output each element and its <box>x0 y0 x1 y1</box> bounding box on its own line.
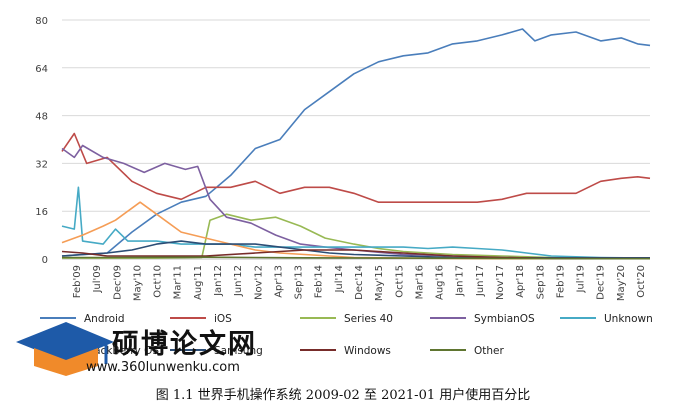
x-tick-label: Feb'19 <box>555 265 566 298</box>
legend-label-blackberry-os: BlackBerry OS <box>84 345 159 357</box>
legend-label-series-40: Series 40 <box>344 313 393 325</box>
series-line-other <box>62 256 650 260</box>
x-tick-label: Nov'17 <box>495 265 506 300</box>
y-axis-ticks: 0 16 32 48 64 80 <box>35 16 48 266</box>
x-tick-label: Apr'13 <box>273 265 284 298</box>
x-tick-label: Aug'11 <box>193 265 204 300</box>
x-tick-label: Oct'10 <box>153 265 164 298</box>
x-tick-label: Mar'16 <box>414 265 425 299</box>
x-tick-label: Nov'12 <box>253 265 264 300</box>
watermark-url: www.360lunwenku.com <box>86 360 240 375</box>
series-line-unknown <box>61 186 651 259</box>
y-tick-label: 48 <box>35 112 48 123</box>
x-tick-label: Jan'12 <box>213 265 224 297</box>
grid-lines <box>62 19 650 260</box>
figure-caption: 图 1.1 世界手机操作系统 2009-02 至 2021-01 用户使用百分比 <box>155 388 531 403</box>
x-tick-label: Jan'17 <box>455 265 466 297</box>
x-tick-label: Dec'09 <box>112 265 123 300</box>
x-tick-label: Jun'12 <box>233 265 244 297</box>
x-tick-label: Sep'18 <box>535 265 546 299</box>
y-tick-label: 32 <box>35 159 48 170</box>
x-tick-label: Apr'18 <box>515 265 526 298</box>
legend: Android iOS Series 40 SymbianOS Unknown Black… <box>40 313 653 357</box>
x-tick-label: Jul'19 <box>576 265 587 294</box>
legend-label-windows: Windows <box>344 345 391 357</box>
x-tick-label: Sep'13 <box>294 265 305 299</box>
watermark-title: 硕博论文网 <box>112 329 257 360</box>
x-tick-label: May'15 <box>374 265 385 301</box>
x-tick-label: Oct'15 <box>394 265 405 298</box>
x-tick-label: Dec'14 <box>354 265 365 300</box>
legend-label-symbianos: SymbianOS <box>474 313 535 325</box>
legend-label-other: Other <box>474 345 504 357</box>
series-line-android <box>61 28 651 257</box>
graduation-cap-logo <box>16 322 114 376</box>
y-tick-label: 64 <box>35 64 48 75</box>
x-tick-label: May'10 <box>132 265 143 301</box>
series-lines <box>61 28 651 260</box>
y-tick-label: 16 <box>35 207 48 218</box>
x-tick-label: Jul'14 <box>334 265 345 294</box>
y-tick-label: 80 <box>35 16 48 27</box>
x-axis-ticks: Feb'09 Jul'09 Dec'09 May'10 Oct'10 Mar'11 Aug'… <box>72 265 647 301</box>
legend-label-ios: iOS <box>214 313 232 325</box>
x-tick-label: Jun'17 <box>475 265 486 297</box>
x-tick-label: Mar'11 <box>173 265 184 299</box>
x-tick-label: Dec'19 <box>596 265 607 300</box>
x-tick-label: Jul'09 <box>92 265 103 294</box>
x-tick-label: Aug'16 <box>435 265 446 300</box>
x-tick-label: May'20 <box>616 265 627 301</box>
legend-label-android: Android <box>84 313 125 325</box>
x-tick-label: Feb'14 <box>314 265 325 298</box>
series-line-ios <box>61 132 651 203</box>
y-tick-label: 0 <box>42 255 48 266</box>
x-tick-label: Feb'09 <box>72 265 83 298</box>
line-chart: 0 16 32 48 64 80 Feb'09 Jul'09 Dec'09 May'10 Oct'… <box>35 16 653 357</box>
series-line-series-40 <box>62 213 651 260</box>
legend-label-samsung: Samsung <box>214 345 263 357</box>
legend-label-unknown: Unknown <box>604 313 653 325</box>
x-tick-label: Oct'20 <box>636 265 647 298</box>
